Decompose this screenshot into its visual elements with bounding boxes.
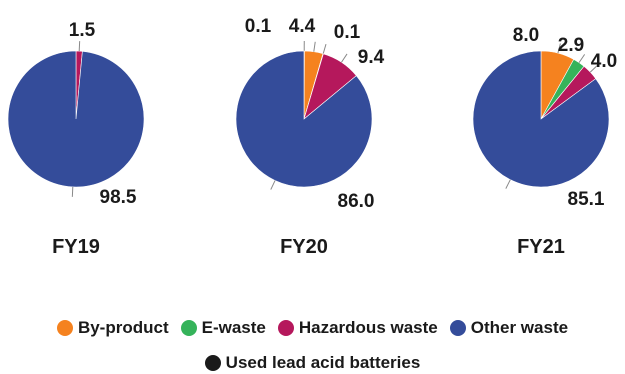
data-label-fy20-used-lead-acid-batteries: 0.1 (245, 16, 272, 37)
legend-item-other-waste: Other waste (449, 318, 569, 338)
legend-label-by-product: By-product (77, 318, 169, 337)
data-label-fy19-other-waste: 98.5 (100, 187, 137, 208)
data-label-fy20-other-waste: 86.0 (338, 191, 375, 212)
pie-slice-fy21-other-waste (472, 50, 610, 188)
pie-caption-fy21: FY21 (517, 236, 565, 258)
data-label-fy21-by-product: 8.0 (513, 25, 539, 46)
legend-label-hazardous-waste: Hazardous waste (298, 318, 438, 337)
leader-line-fy21-e-waste (578, 54, 586, 63)
leader-line-fy20-e-waste (322, 44, 327, 54)
leader-line-fy21-by-product (557, 43, 561, 54)
leader-line-fy20-other-waste (270, 180, 276, 190)
legend-row-2: Used lead acid batteries (0, 353, 625, 373)
pie-fy21: 8.0 2.9 4.0 85.1 (472, 25, 617, 210)
data-label-fy21-hazardous-waste: 4.0 (591, 51, 617, 72)
legend-swatch-e-waste (180, 320, 197, 336)
leader-line-fy21-hazardous-waste (589, 64, 598, 73)
legend-label-other-waste: Other waste (470, 318, 569, 337)
pie-fy20: 0.1 4.4 0.1 9.4 86.0 (235, 16, 385, 212)
data-label-fy19-hazardous-waste: 1.5 (69, 20, 96, 41)
legend-swatch-hazardous-waste (277, 320, 294, 336)
leader-line-fy20-hazardous-waste (341, 53, 348, 63)
legend-swatch-other-waste (449, 320, 466, 336)
pie-slice-fy19-other-waste (7, 50, 145, 188)
leader-line-fy21-other-waste (505, 179, 511, 189)
data-label-fy21-e-waste: 2.9 (558, 35, 584, 56)
legend-swatch-used-lead-acid-batteries (204, 355, 221, 371)
legend-item-hazardous-waste: Hazardous waste (277, 318, 438, 338)
pie-charts: 1.5 98.5 FY19 0.1 4.4 0.1 9.4 86.0 FY20 8.0 2.9 4.0… (7, 16, 617, 258)
pie-fy19: 1.5 98.5 (7, 20, 145, 208)
data-label-fy20-by-product: 4.4 (289, 16, 316, 37)
pie-caption-fy20: FY20 (280, 236, 328, 258)
legend-swatch-by-product (56, 320, 73, 336)
legend-item-e-waste: E-waste (180, 318, 266, 338)
legend-label-e-waste: E-waste (201, 318, 266, 337)
data-label-fy21-other-waste: 85.1 (568, 189, 605, 210)
leader-line-fy20-by-product (313, 41, 316, 52)
legend-item-by-product: By-product (56, 318, 169, 338)
legend-item-used-lead-acid-batteries: Used lead acid batteries (204, 353, 421, 373)
data-label-fy20-hazardous-waste: 9.4 (358, 47, 385, 68)
legend-label-used-lead-acid-batteries: Used lead acid batteries (225, 353, 421, 372)
pie-caption-fy19: FY19 (52, 236, 100, 258)
legend-row-1: By-product E-waste Hazardous waste Other… (0, 318, 625, 338)
data-label-fy20-e-waste: 0.1 (334, 22, 361, 43)
